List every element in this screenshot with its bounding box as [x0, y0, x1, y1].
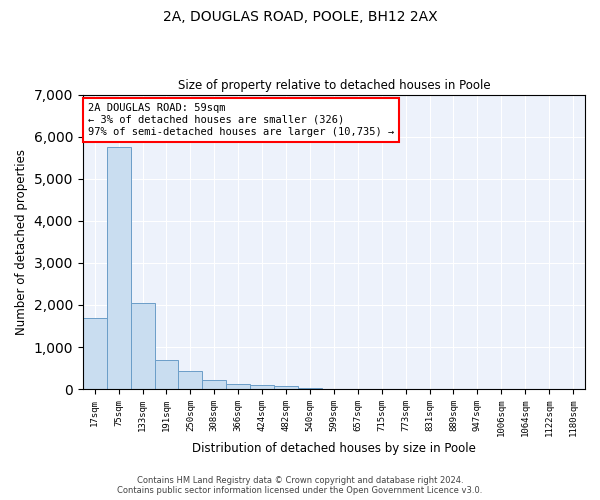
Bar — [274, 386, 298, 389]
Bar — [250, 385, 274, 389]
Bar — [131, 303, 155, 389]
Bar — [226, 384, 250, 389]
Bar — [178, 372, 202, 389]
Text: Contains HM Land Registry data © Crown copyright and database right 2024.
Contai: Contains HM Land Registry data © Crown c… — [118, 476, 482, 495]
Text: 2A DOUGLAS ROAD: 59sqm
← 3% of detached houses are smaller (326)
97% of semi-det: 2A DOUGLAS ROAD: 59sqm ← 3% of detached … — [88, 104, 394, 136]
Text: 2A, DOUGLAS ROAD, POOLE, BH12 2AX: 2A, DOUGLAS ROAD, POOLE, BH12 2AX — [163, 10, 437, 24]
Title: Size of property relative to detached houses in Poole: Size of property relative to detached ho… — [178, 79, 490, 92]
Bar — [202, 380, 226, 389]
Bar — [155, 360, 178, 389]
Bar — [83, 318, 107, 389]
X-axis label: Distribution of detached houses by size in Poole: Distribution of detached houses by size … — [192, 442, 476, 455]
Bar — [107, 147, 131, 389]
Bar — [298, 388, 322, 389]
Y-axis label: Number of detached properties: Number of detached properties — [15, 149, 28, 335]
